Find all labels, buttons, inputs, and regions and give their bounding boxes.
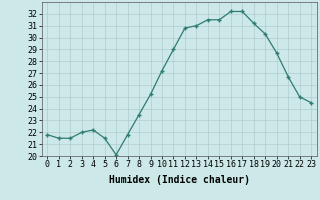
X-axis label: Humidex (Indice chaleur): Humidex (Indice chaleur) xyxy=(109,175,250,185)
